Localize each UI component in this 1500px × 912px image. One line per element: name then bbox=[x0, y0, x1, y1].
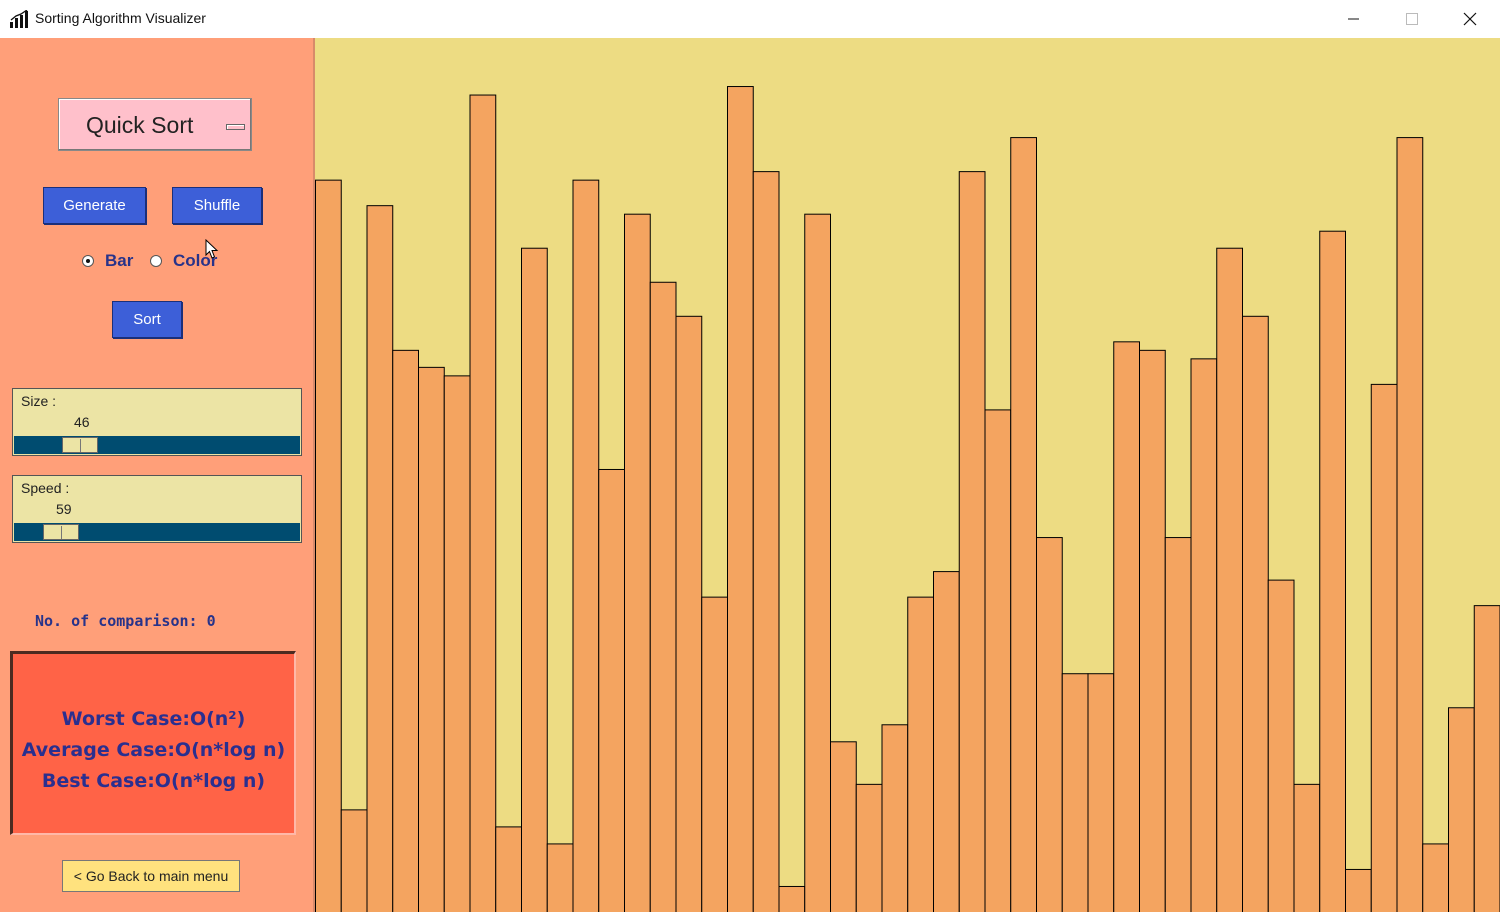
average-case-text: Average Case:O(n*log n) bbox=[21, 739, 286, 761]
bar-14 bbox=[675, 315, 703, 912]
bar-27 bbox=[1010, 137, 1037, 912]
algorithm-option-menu[interactable]: Quick Sort bbox=[58, 98, 252, 151]
sort-button[interactable]: Sort bbox=[112, 301, 182, 338]
bar-25 bbox=[958, 171, 986, 912]
bar-17 bbox=[752, 171, 780, 912]
bar-19 bbox=[804, 213, 831, 912]
bar-chart-app-icon bbox=[10, 10, 28, 28]
mouse-pointer-icon bbox=[205, 239, 219, 259]
title-bar: Sorting Algorithm Visualizer bbox=[0, 0, 1500, 39]
bar-15 bbox=[701, 596, 728, 912]
bar-24 bbox=[933, 571, 960, 912]
close-button[interactable] bbox=[1441, 0, 1499, 38]
visualization-canvas bbox=[315, 38, 1500, 912]
radio-bar-label[interactable]: Bar bbox=[105, 251, 134, 270]
bar-37 bbox=[1267, 579, 1295, 912]
bar-40 bbox=[1345, 868, 1372, 912]
minimize-button[interactable] bbox=[1325, 0, 1383, 38]
bar-18 bbox=[778, 885, 806, 912]
bar-45 bbox=[1473, 605, 1500, 912]
speed-scale: Speed : 59 bbox=[12, 475, 302, 543]
size-slider-trough[interactable] bbox=[14, 436, 300, 454]
bars-svg bbox=[315, 86, 1500, 912]
bar-41 bbox=[1370, 383, 1398, 912]
bar-29 bbox=[1061, 673, 1089, 912]
bar-42 bbox=[1396, 137, 1424, 912]
bar-3 bbox=[392, 349, 419, 912]
bar-5 bbox=[443, 375, 471, 912]
size-scale: Size : 46 bbox=[12, 388, 302, 456]
bar-4 bbox=[418, 366, 445, 912]
bar-22 bbox=[881, 724, 909, 912]
bar-6 bbox=[469, 94, 497, 912]
bar-9 bbox=[546, 843, 574, 912]
size-value: 46 bbox=[74, 414, 90, 430]
bar-26 bbox=[984, 409, 1012, 912]
back-to-main-menu-button[interactable]: < Go Back to main menu bbox=[62, 860, 240, 892]
bar-34 bbox=[1190, 358, 1218, 912]
bar-30 bbox=[1087, 673, 1115, 912]
size-label: Size : bbox=[21, 393, 57, 409]
bar-23 bbox=[907, 596, 934, 912]
bar-32 bbox=[1139, 349, 1166, 912]
bar-16 bbox=[727, 86, 754, 912]
bar-38 bbox=[1293, 783, 1321, 912]
bar-10 bbox=[572, 179, 600, 912]
close-icon bbox=[1463, 12, 1477, 26]
speed-value: 59 bbox=[56, 501, 72, 517]
bar-21 bbox=[855, 783, 883, 912]
bar-36 bbox=[1242, 315, 1269, 912]
bar-0 bbox=[315, 179, 342, 912]
minimize-icon bbox=[1348, 18, 1359, 20]
bar-43 bbox=[1422, 843, 1449, 912]
bar-33 bbox=[1164, 537, 1192, 912]
bar-13 bbox=[649, 281, 677, 912]
bar-1 bbox=[340, 809, 368, 912]
option-menu-indicator-icon bbox=[226, 124, 245, 130]
bar-28 bbox=[1036, 537, 1063, 912]
shuffle-button[interactable]: Shuffle bbox=[172, 187, 262, 224]
radio-color[interactable] bbox=[150, 255, 162, 267]
bar-12 bbox=[624, 213, 651, 912]
control-panel: Quick Sort Generate Shuffle Bar Color So… bbox=[0, 38, 315, 912]
best-case-text: Best Case:O(n*log n) bbox=[41, 770, 266, 792]
bar-31 bbox=[1113, 341, 1140, 912]
bar-11 bbox=[598, 468, 625, 912]
window-title: Sorting Algorithm Visualizer bbox=[35, 10, 206, 26]
size-slider-handle[interactable] bbox=[62, 437, 98, 453]
speed-slider-handle[interactable] bbox=[43, 524, 79, 540]
bar-39 bbox=[1319, 230, 1346, 912]
worst-case-text: Worst Case:O(n²) bbox=[61, 708, 246, 730]
maximize-button[interactable] bbox=[1383, 0, 1441, 38]
bar-2 bbox=[366, 205, 394, 912]
bar-7 bbox=[495, 826, 522, 912]
maximize-icon bbox=[1406, 13, 1418, 25]
complexity-box: Worst Case:O(n²) Average Case:O(n*log n)… bbox=[10, 651, 296, 835]
speed-slider-trough[interactable] bbox=[14, 523, 300, 541]
bar-8 bbox=[521, 247, 548, 912]
bar-35 bbox=[1216, 247, 1243, 912]
bar-44 bbox=[1448, 707, 1475, 912]
speed-label: Speed : bbox=[21, 480, 70, 496]
bar-20 bbox=[830, 741, 857, 912]
comparison-counter: No. of comparison: 0 bbox=[35, 612, 216, 630]
algorithm-selected-label: Quick Sort bbox=[86, 112, 194, 138]
radio-color-label[interactable]: Color bbox=[173, 251, 218, 270]
generate-button[interactable]: Generate bbox=[43, 187, 146, 224]
radio-bar[interactable] bbox=[82, 255, 94, 267]
